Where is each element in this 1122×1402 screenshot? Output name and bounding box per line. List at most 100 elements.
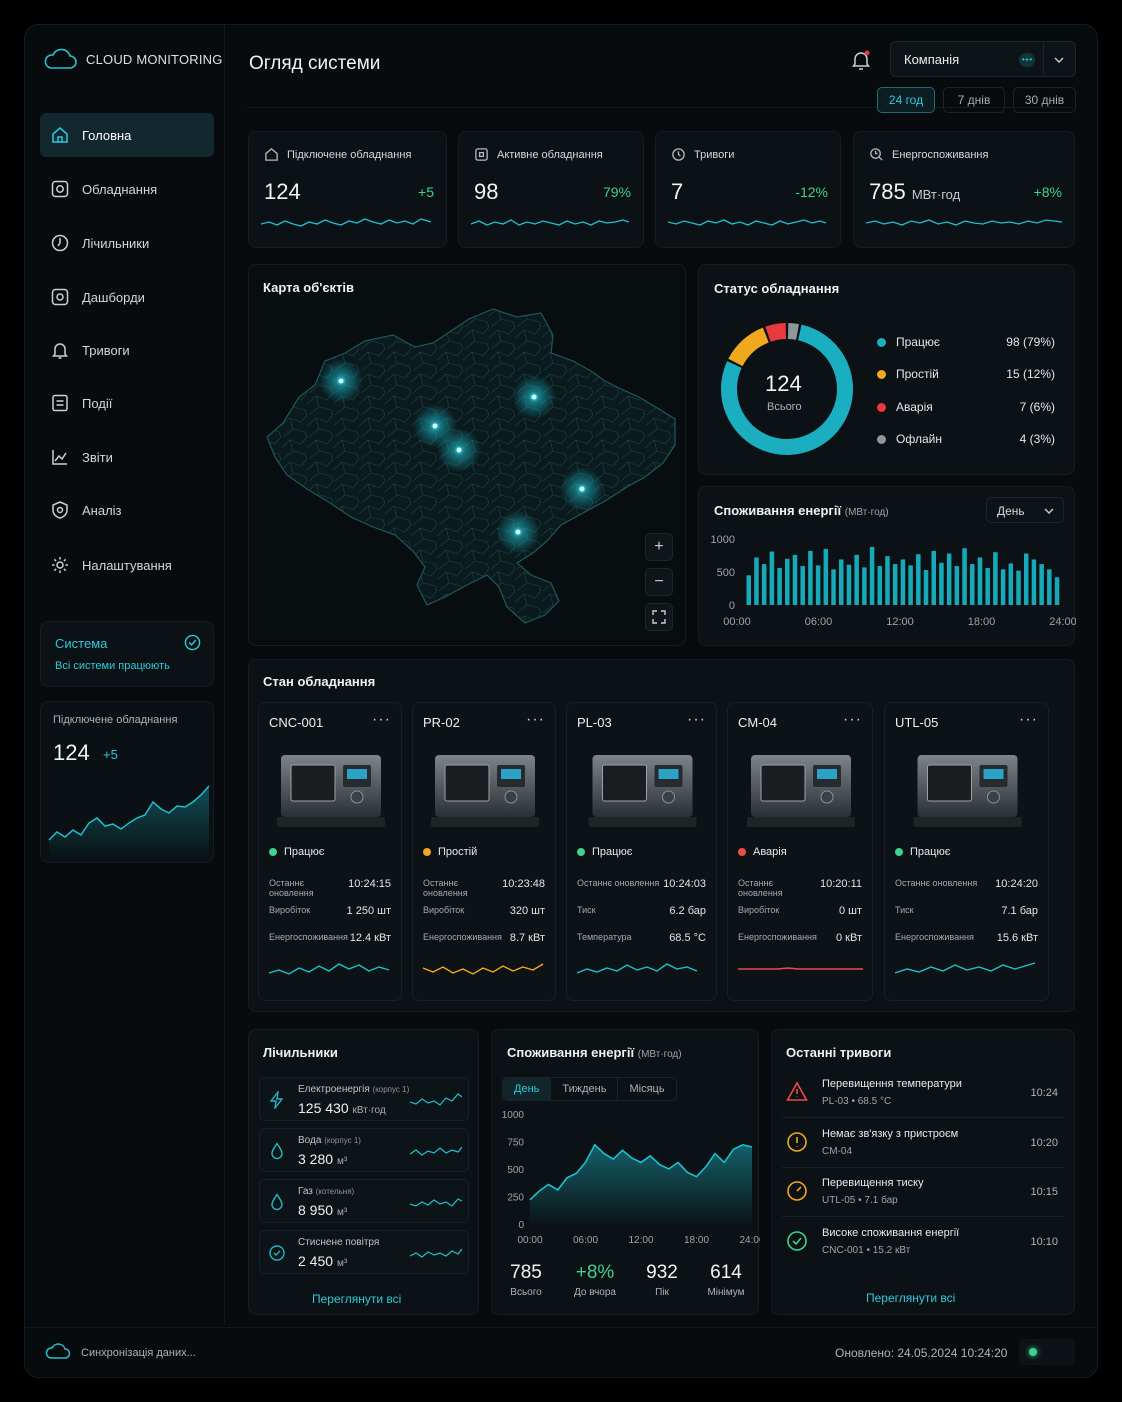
- nav-equipment[interactable]: Обладнання: [40, 167, 214, 211]
- notification-bell-icon[interactable]: [850, 49, 872, 71]
- range-7d[interactable]: 7 днів: [943, 87, 1005, 113]
- map-marker[interactable]: [437, 428, 481, 472]
- nav-alarms[interactable]: Тривоги: [40, 328, 214, 372]
- energy-bar: [993, 552, 998, 605]
- nav-analysis[interactable]: Аналіз: [40, 488, 214, 532]
- kpi-delta: -12%: [795, 184, 828, 200]
- energy-bar-card: Споживання енергії (МВт·год) День 0 500 10…: [698, 486, 1076, 646]
- equipment-card[interactable]: CNC-001 ··· Працює Останнє оновлення 10:2…: [258, 702, 402, 1001]
- meter-label: Електроенергія (корпус 1): [298, 1084, 409, 1095]
- nav-label: Налаштування: [82, 557, 172, 573]
- zoom-out-button[interactable]: −: [645, 568, 673, 596]
- kpi-value: 124: [264, 179, 301, 204]
- meter-label-text: Газ: [298, 1186, 313, 1197]
- check-circle-icon: [184, 634, 201, 651]
- equipment-card[interactable]: UTL-05 ··· Працює Останнє оновлення 10:24…: [884, 702, 1049, 1001]
- nav-reports[interactable]: Звіти: [40, 435, 214, 479]
- company-select[interactable]: Компанія •+•: [890, 41, 1076, 77]
- side-stat-label: Підключене обладнання: [53, 714, 178, 726]
- brand: CLOUD MONITORING: [43, 47, 223, 71]
- row-value: 6.2 бар: [669, 905, 706, 917]
- energy-bar: [908, 565, 913, 605]
- alarm-item[interactable]: Перевищення температури PL-03 • 68.5 °C …: [782, 1072, 1064, 1118]
- equipment-card[interactable]: PL-03 ··· Працює Останнє оновлення 10:24:…: [566, 702, 717, 1001]
- side-stat-value: 124: [53, 740, 90, 765]
- meter-water[interactable]: Вода (корпус 1) 3 280 м³: [259, 1128, 469, 1172]
- period-select[interactable]: День: [986, 497, 1064, 523]
- alarm-sub: PL-03 • 68.5 °C: [822, 1096, 892, 1107]
- map-marker[interactable]: [512, 375, 556, 419]
- meter-label-text: Електроенергія: [298, 1084, 370, 1095]
- meter-sub: (котельня): [315, 1187, 355, 1196]
- system-status-card[interactable]: Система Всі системи працюють: [40, 621, 214, 687]
- facilities-map[interactable]: [255, 305, 681, 641]
- map-marker[interactable]: [496, 510, 540, 554]
- energy-stat: 785 Всього: [500, 1262, 552, 1298]
- stat-label: Всього: [510, 1287, 542, 1298]
- map-title: Карта об'єктів: [263, 280, 355, 295]
- row-label: Тиск: [577, 905, 596, 915]
- meters-view-all-link[interactable]: Переглянути всі: [312, 1292, 402, 1306]
- range-label: 7 днів: [957, 93, 991, 107]
- row-label: Виробіток: [269, 905, 311, 915]
- zoom-in-button[interactable]: +: [645, 533, 673, 561]
- row-value: 10:24:20: [995, 878, 1038, 890]
- row-value: 0 кВт: [836, 932, 862, 944]
- more-menu-icon[interactable]: ···: [526, 711, 545, 728]
- tab-day[interactable]: День: [503, 1078, 552, 1100]
- kpi-active: Активне обладнання 98 79%: [458, 131, 644, 248]
- x-tick-label: 00:00: [723, 616, 751, 628]
- alarms-view-all-link[interactable]: Переглянути всі: [866, 1291, 956, 1305]
- kpi-sparkline: [261, 218, 432, 227]
- nav-label: Дашборди: [82, 289, 145, 305]
- donut-slice: [728, 327, 770, 367]
- nav-settings[interactable]: Налаштування: [40, 543, 214, 587]
- more-menu-icon[interactable]: ···: [372, 711, 391, 728]
- row-label: Енергоспоживання: [738, 932, 817, 942]
- equipment-card[interactable]: PR-02 ··· Простій Останнє оновлення 10:23…: [412, 702, 556, 1001]
- range-24h[interactable]: 24 год: [877, 87, 935, 113]
- equipment-row: Енергоспоживання 0 кВт: [738, 932, 862, 944]
- sync-status: Синхронізація даних...: [81, 1347, 196, 1359]
- kpi-value: 98: [474, 179, 499, 204]
- equipment-card[interactable]: CM-04 ··· Аварія Останнє оновлення 10:20:…: [727, 702, 873, 1001]
- kpi-sparkline: [471, 219, 630, 226]
- nav-home[interactable]: Головна: [40, 113, 214, 157]
- more-menu-icon[interactable]: ···: [1019, 711, 1038, 728]
- alarm-item[interactable]: Перевищення тиску UTL-05 • 7.1 бар 10:15: [782, 1171, 1064, 1217]
- alarm-item[interactable]: Немає зв'язку з пристроєм CM-04 10:20: [782, 1122, 1064, 1168]
- alert-circle-icon: [787, 1132, 807, 1152]
- machine-image: [913, 755, 1022, 827]
- chevron-down-icon: [1054, 57, 1064, 63]
- nav-label: Події: [82, 395, 113, 411]
- equipment-name: PL-03: [577, 715, 612, 730]
- meter-gas[interactable]: Газ (котельня) 8 950 м³: [259, 1179, 469, 1223]
- equipment-row: Тиск 7.1 бар: [895, 905, 1038, 917]
- fullscreen-button[interactable]: [645, 603, 673, 631]
- meter-compressed-air[interactable]: Стиснене повітря 2 450 м³: [259, 1230, 469, 1274]
- row-value: 10:23:48: [502, 878, 545, 890]
- tab-label: Місяць: [629, 1083, 665, 1095]
- more-menu-icon[interactable]: ···: [687, 711, 706, 728]
- tab-month[interactable]: Місяць: [618, 1078, 675, 1100]
- map-marker[interactable]: [319, 359, 363, 403]
- nav-events[interactable]: Події: [40, 381, 214, 425]
- range-30d[interactable]: 30 днів: [1013, 87, 1076, 113]
- alarm-item[interactable]: Високе споживання енергії CNC-001 • 15.2…: [782, 1221, 1064, 1267]
- energy-bar: [916, 554, 921, 605]
- x-tick-label: 06:00: [573, 1235, 598, 1246]
- row-value: 0 шт: [838, 905, 862, 917]
- map-marker[interactable]: [560, 467, 604, 511]
- chevron-down-icon: [1044, 508, 1054, 514]
- nav-meters[interactable]: Лічильники: [40, 221, 214, 265]
- kpi-title-text: Активне обладнання: [497, 148, 603, 161]
- kpi-title-text: Енергоспоживання: [892, 148, 989, 161]
- equipment-icon: [475, 148, 488, 161]
- x-tick-label: 06:00: [805, 616, 833, 628]
- row-value: 68.5 °C: [669, 932, 706, 944]
- nav-dashboards[interactable]: Дашборди: [40, 275, 214, 319]
- meter-electricity[interactable]: Електроенергія (корпус 1) 125 430 кВт·го…: [259, 1077, 469, 1121]
- energy-area-chart: 0 250 500 750 1000 00:00 06:00 12:00 18:00 24:00: [502, 1110, 760, 1246]
- more-menu-icon[interactable]: ···: [843, 711, 862, 728]
- tab-week[interactable]: Тиждень: [551, 1078, 619, 1100]
